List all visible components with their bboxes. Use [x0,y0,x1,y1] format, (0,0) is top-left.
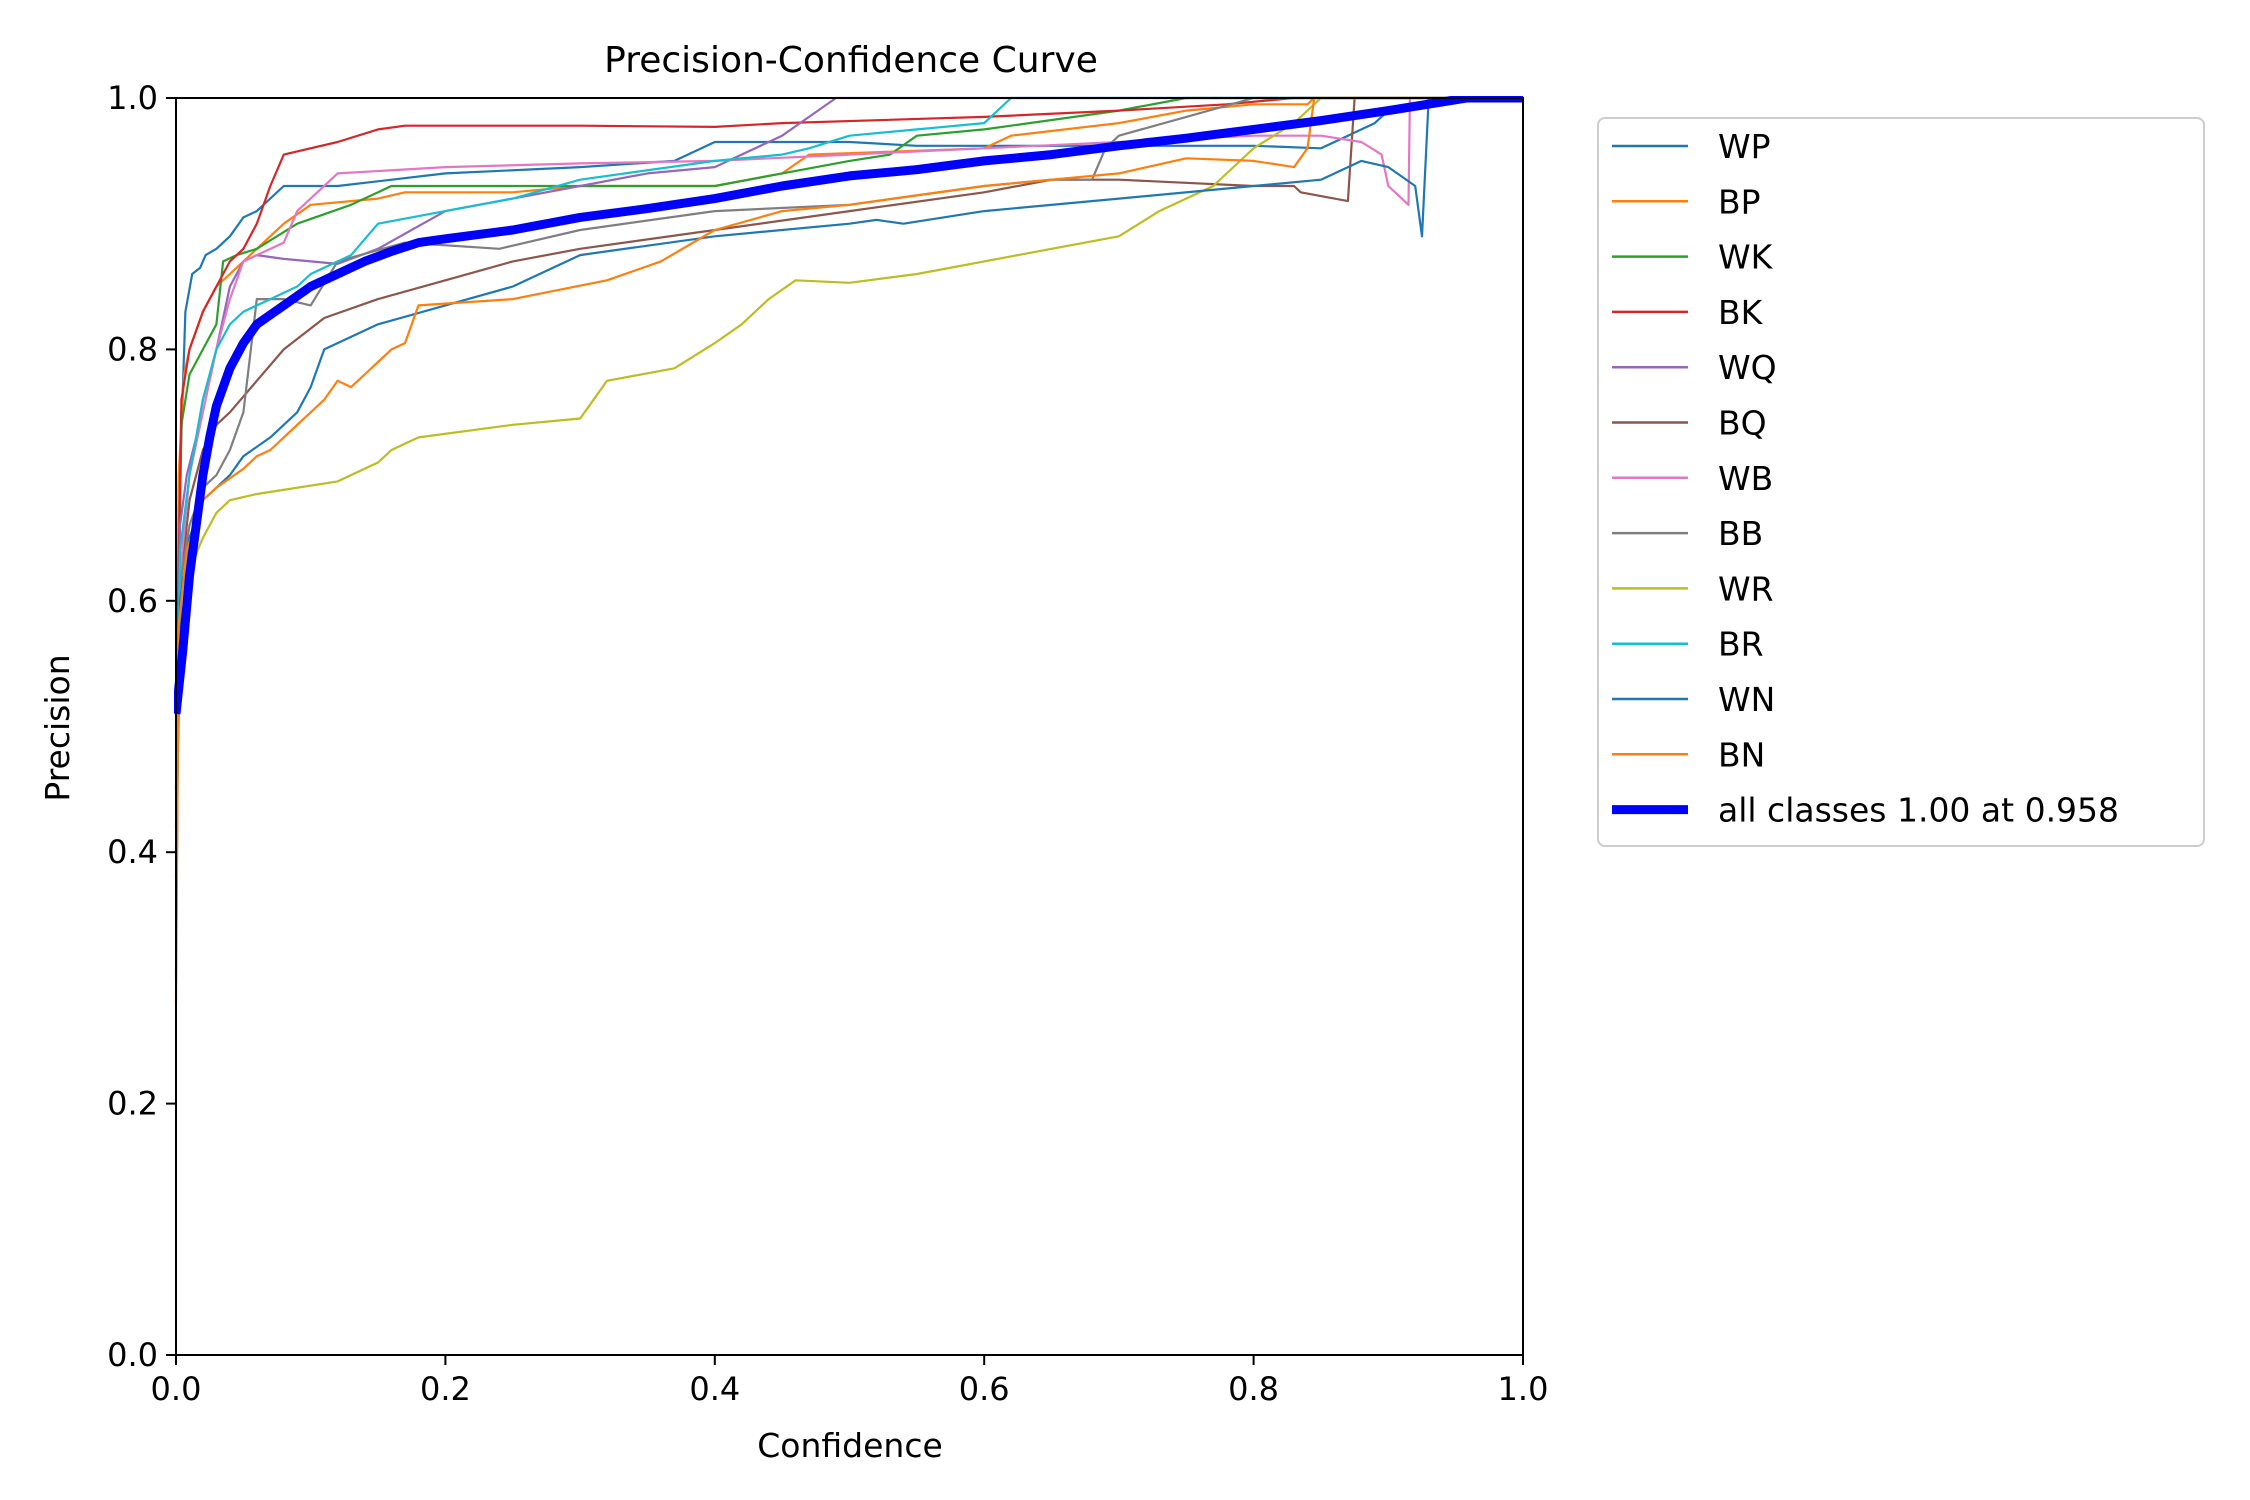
x-tick-label: 0.0 [151,1370,202,1408]
x-tick-label: 1.0 [1498,1370,1549,1408]
y-tick-label: 0.4 [107,833,158,871]
legend-label: all classes 1.00 at 0.958 [1718,791,2119,830]
series-line-wr [174,96,1523,853]
y-tick-label: 0.8 [107,330,158,368]
y-axis-label: Precision [38,654,77,801]
legend-label: BN [1718,735,1765,774]
legend-box [1597,117,2205,847]
series-layer [174,96,1523,1004]
legend-label: WR [1718,569,1774,608]
x-axis: 0.0 0.2 0.4 0.6 0.8 1.0 [151,1355,1549,1408]
legend-label: BQ [1718,404,1767,443]
x-tick-label: 0.4 [689,1370,740,1408]
x-tick-label: 0.6 [959,1370,1010,1408]
legend-label: BP [1718,182,1761,221]
y-tick-label: 0.0 [107,1336,158,1374]
legend-label: BK [1718,293,1764,332]
legend-label: BB [1718,514,1763,553]
x-axis-label: Confidence [757,1426,943,1465]
legend-entries: WP BP WK BK WQ BQ WB BB WR BR WN BN all classes 1.00… [1612,127,2119,830]
plot-frame [175,97,1524,1356]
series-line-bk [174,96,1523,727]
series-line-wp [174,96,1523,978]
x-tick-label: 0.8 [1228,1370,1279,1408]
y-tick-label: 1.0 [107,79,158,117]
x-tick-label: 0.2 [420,1370,471,1408]
plot-area [174,96,1524,1356]
legend-label: WQ [1718,348,1777,387]
plot-background [176,98,1523,1355]
series-line-wk [174,96,1523,790]
y-axis: 0.0 0.2 0.4 0.6 0.8 1.0 [107,79,176,1374]
legend-label: WB [1718,459,1773,498]
chart-title: Precision-Confidence Curve [604,40,1098,81]
legend-label: WK [1718,238,1774,277]
legend-label: BR [1718,625,1764,664]
legend-label: WN [1718,680,1775,719]
series-line-all-classes-1-00-at-0-958 [174,96,1523,715]
legend-label: WP [1718,127,1771,166]
legend: WP BP WK BK WQ BQ WB BB WR BR WN BN all classes 1.00… [1597,117,2205,847]
series-line-br [174,96,1523,853]
y-tick-label: 0.6 [107,582,158,620]
y-tick-label: 0.2 [107,1085,158,1123]
series-line-bn [174,96,1523,1004]
series-line-wn [174,96,1523,878]
